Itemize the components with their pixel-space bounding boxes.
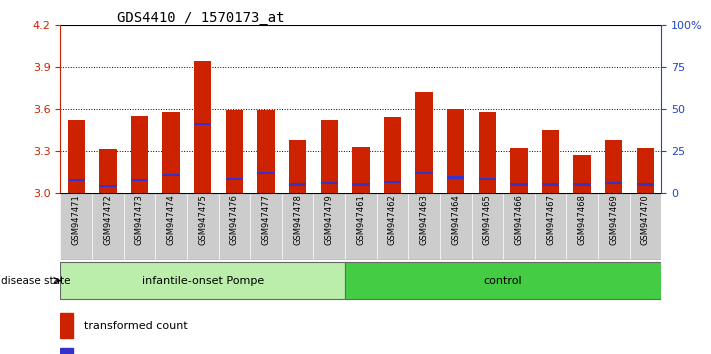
Bar xyxy=(630,193,661,260)
Bar xyxy=(574,155,591,193)
Bar xyxy=(345,193,377,260)
Bar xyxy=(605,140,623,193)
Text: GSM947478: GSM947478 xyxy=(293,194,302,245)
Bar xyxy=(510,148,528,193)
Bar xyxy=(225,110,243,193)
Bar xyxy=(542,130,560,193)
Bar xyxy=(440,193,471,260)
Bar xyxy=(415,172,433,175)
Text: GSM947479: GSM947479 xyxy=(325,194,333,245)
Bar xyxy=(415,92,433,193)
Bar xyxy=(535,193,567,260)
Bar xyxy=(289,183,306,185)
Text: GSM947463: GSM947463 xyxy=(419,194,429,245)
Bar xyxy=(225,178,243,180)
Bar xyxy=(542,183,560,185)
Text: GSM947474: GSM947474 xyxy=(166,194,176,245)
Bar xyxy=(352,183,370,185)
Bar xyxy=(605,182,623,184)
Text: GSM947461: GSM947461 xyxy=(356,194,365,245)
Bar xyxy=(124,193,155,260)
Text: GSM947469: GSM947469 xyxy=(609,194,619,245)
Bar xyxy=(321,120,338,193)
Bar xyxy=(60,313,73,338)
Bar xyxy=(479,112,496,193)
Text: GSM947471: GSM947471 xyxy=(72,194,81,245)
Bar xyxy=(637,148,654,193)
Text: control: control xyxy=(483,275,523,286)
Bar xyxy=(155,193,187,260)
Bar xyxy=(162,173,180,176)
Text: GSM947472: GSM947472 xyxy=(103,194,112,245)
Bar xyxy=(60,262,345,299)
Bar xyxy=(408,193,440,260)
Bar xyxy=(250,193,282,260)
Bar xyxy=(60,348,73,354)
Bar xyxy=(321,182,338,184)
Bar xyxy=(68,120,85,193)
Bar xyxy=(92,193,124,260)
Bar xyxy=(99,149,117,193)
Bar xyxy=(352,147,370,193)
Bar xyxy=(447,109,464,193)
Bar xyxy=(345,262,661,299)
Bar xyxy=(479,178,496,180)
Bar xyxy=(384,117,401,193)
Text: GSM947467: GSM947467 xyxy=(546,194,555,245)
Bar xyxy=(567,193,598,260)
Bar xyxy=(289,140,306,193)
Text: infantile-onset Pompe: infantile-onset Pompe xyxy=(141,275,264,286)
Text: GDS4410 / 1570173_at: GDS4410 / 1570173_at xyxy=(117,11,285,25)
Bar xyxy=(637,183,654,185)
Bar xyxy=(598,193,630,260)
Bar xyxy=(131,179,148,182)
Text: disease state: disease state xyxy=(1,275,70,286)
Bar xyxy=(471,193,503,260)
Bar xyxy=(510,183,528,185)
Bar xyxy=(194,61,211,193)
Text: GSM947476: GSM947476 xyxy=(230,194,239,245)
Bar xyxy=(131,116,148,193)
Bar xyxy=(68,179,85,182)
Text: GSM947475: GSM947475 xyxy=(198,194,207,245)
Text: GSM947473: GSM947473 xyxy=(135,194,144,245)
Text: GSM947464: GSM947464 xyxy=(451,194,460,245)
Bar xyxy=(99,185,117,187)
Text: GSM947465: GSM947465 xyxy=(483,194,492,245)
Bar xyxy=(257,110,274,193)
Bar xyxy=(503,193,535,260)
Bar xyxy=(60,193,92,260)
Bar xyxy=(282,193,314,260)
Bar xyxy=(384,181,401,183)
Bar xyxy=(447,176,464,179)
Text: transformed count: transformed count xyxy=(84,321,188,331)
Bar xyxy=(218,193,250,260)
Text: GSM947470: GSM947470 xyxy=(641,194,650,245)
Bar xyxy=(574,183,591,185)
Text: GSM947466: GSM947466 xyxy=(515,194,523,245)
Text: GSM947477: GSM947477 xyxy=(262,194,270,245)
Bar xyxy=(162,112,180,193)
Bar xyxy=(377,193,408,260)
Text: GSM947468: GSM947468 xyxy=(577,194,587,245)
Bar xyxy=(187,193,218,260)
Text: GSM947462: GSM947462 xyxy=(388,194,397,245)
Bar xyxy=(194,123,211,125)
Bar xyxy=(314,193,345,260)
Bar xyxy=(257,172,274,175)
